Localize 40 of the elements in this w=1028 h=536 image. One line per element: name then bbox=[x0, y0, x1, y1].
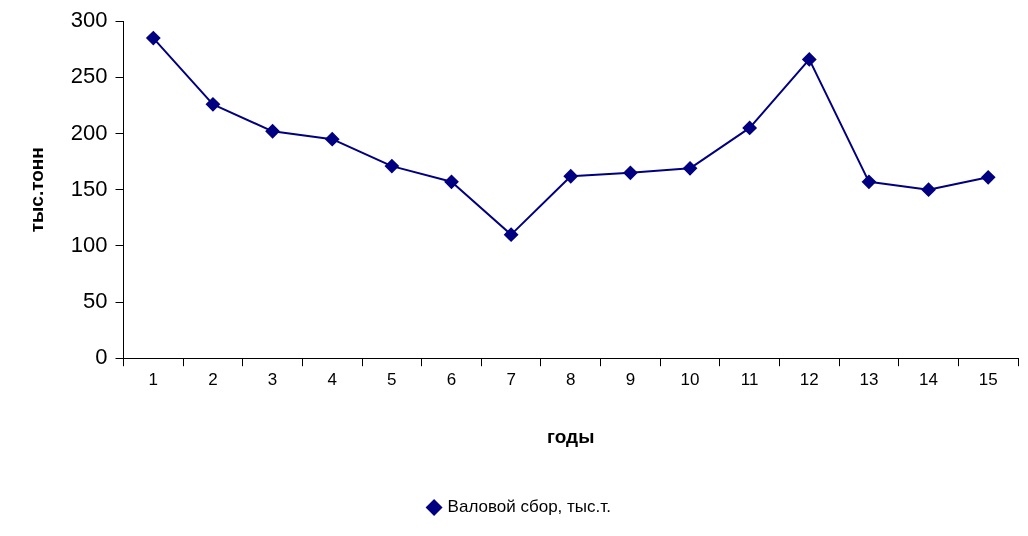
point bbox=[861, 174, 876, 189]
y-tick-label: 250 bbox=[70, 63, 108, 89]
point bbox=[683, 161, 698, 176]
x-axis-title: годы bbox=[547, 425, 595, 447]
x-tick-label: 4 bbox=[327, 370, 337, 390]
point bbox=[921, 182, 936, 197]
legend-label: Валовой сбор, тыс.т. bbox=[447, 497, 611, 517]
point bbox=[623, 165, 638, 180]
point bbox=[504, 227, 519, 242]
y-tick-label: 300 bbox=[70, 7, 108, 33]
x-tick-label: 7 bbox=[506, 370, 516, 390]
point bbox=[265, 124, 280, 139]
x-tick-label: 12 bbox=[799, 370, 819, 390]
y-tick-label: 150 bbox=[70, 175, 108, 201]
point bbox=[205, 97, 220, 112]
x-tick-label: 3 bbox=[267, 370, 278, 390]
x-tick-label: 5 bbox=[387, 370, 397, 390]
point bbox=[444, 174, 459, 189]
point bbox=[802, 52, 817, 67]
point bbox=[146, 31, 161, 46]
y-tick-label: 50 bbox=[83, 288, 108, 314]
x-tick-label: 13 bbox=[859, 370, 879, 390]
point bbox=[384, 159, 399, 174]
x-tick-label: 15 bbox=[978, 370, 998, 390]
x-tick-label: 2 bbox=[208, 370, 218, 390]
x-tick-label: 6 bbox=[446, 370, 457, 390]
x-tick-label: 10 bbox=[680, 370, 700, 390]
point bbox=[325, 132, 340, 147]
point bbox=[563, 169, 578, 184]
y-tick-label: 200 bbox=[70, 119, 108, 145]
x-tick-label: 14 bbox=[919, 370, 939, 390]
point bbox=[981, 170, 996, 185]
point bbox=[742, 120, 757, 135]
x-tick-label: 9 bbox=[625, 370, 636, 390]
x-tick-label: 8 bbox=[566, 370, 576, 390]
x-tick-label: 1 bbox=[148, 370, 159, 390]
y-axis-title: тыс.тонн bbox=[25, 147, 47, 233]
x-tick-label: 11 bbox=[740, 370, 759, 390]
y-tick-label: 100 bbox=[70, 231, 108, 257]
y-tick-label: 0 bbox=[95, 344, 108, 370]
